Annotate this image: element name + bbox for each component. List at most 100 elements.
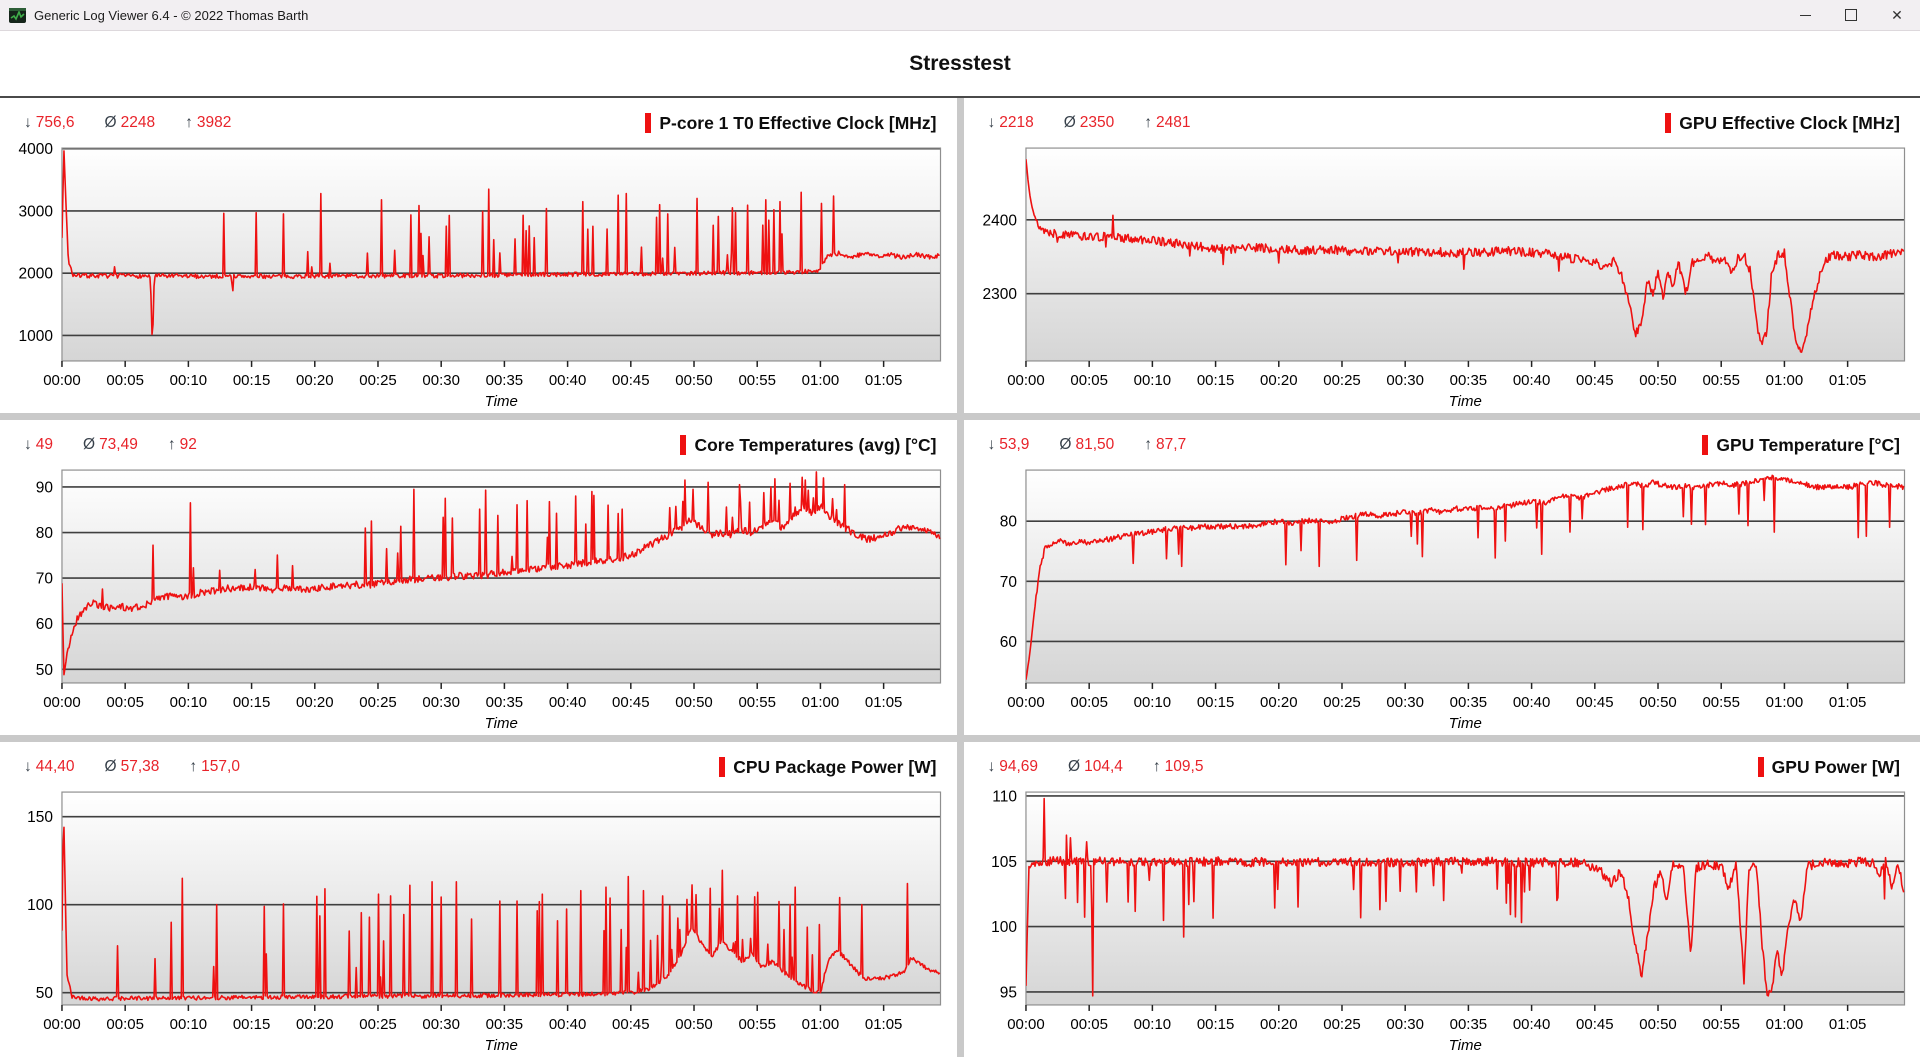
window-controls: ✕ — [1782, 0, 1920, 30]
svg-text:00:35: 00:35 — [1449, 694, 1487, 711]
min-arrow-icon: ↓ — [24, 114, 32, 131]
chart-title: GPU Temperature [°C] — [1702, 435, 1900, 456]
min-arrow-icon: ↓ — [987, 758, 996, 775]
svg-text:2000: 2000 — [19, 266, 53, 283]
panel-pcore-clock: ↓ 756,6 Ø 2248 ↑ 3982 P-core 1 T0 Effective… — [0, 98, 957, 413]
avg-icon: Ø — [1068, 758, 1081, 775]
series-color-marker — [645, 113, 652, 133]
svg-text:00:55: 00:55 — [1702, 1016, 1740, 1033]
svg-text:00:00: 00:00 — [43, 1016, 81, 1033]
panel-head: ↓ 44,40 Ø 57,38 ↑ 157,0 CPU Package Power [… — [0, 742, 957, 782]
svg-text:01:05: 01:05 — [1828, 1016, 1866, 1033]
svg-text:150: 150 — [27, 809, 53, 826]
series-color-marker — [680, 435, 687, 455]
svg-text:80: 80 — [999, 514, 1016, 531]
series-color-marker — [1757, 757, 1764, 777]
svg-text:00:40: 00:40 — [1512, 1016, 1550, 1033]
stat-max: ↑ 92 — [167, 436, 197, 453]
svg-text:01:05: 01:05 — [865, 372, 903, 389]
svg-text:95: 95 — [999, 984, 1016, 1001]
svg-text:00:55: 00:55 — [738, 1016, 776, 1033]
svg-text:00:45: 00:45 — [1576, 372, 1614, 389]
max-arrow-icon: ↑ — [185, 114, 193, 131]
panel-head: ↓ 49 Ø 73,49 ↑ 92 Core Temperatures (avg) [… — [0, 420, 957, 460]
stat-max: ↑ 2481 — [1144, 114, 1191, 131]
avg-icon: Ø — [104, 758, 117, 775]
svg-text:00:45: 00:45 — [612, 694, 650, 711]
svg-text:00:20: 00:20 — [296, 694, 334, 711]
svg-text:100: 100 — [991, 919, 1017, 936]
minimize-button[interactable] — [1782, 0, 1828, 30]
svg-text:100: 100 — [27, 897, 53, 914]
svg-text:01:00: 01:00 — [1765, 1016, 1803, 1033]
close-button[interactable]: ✕ — [1874, 0, 1920, 30]
stat-min: ↓ 49 — [24, 436, 53, 453]
chart-plot-area[interactable]: 95 100 105 110 00:00 00:05 00:10 00:15 00:20 00:2… — [964, 782, 1920, 1057]
max-arrow-icon: ↑ — [1152, 758, 1161, 775]
svg-text:00:10: 00:10 — [170, 694, 208, 711]
svg-text:00:30: 00:30 — [1386, 372, 1424, 389]
svg-text:00:00: 00:00 — [1007, 694, 1045, 711]
svg-text:00:00: 00:00 — [43, 372, 81, 389]
svg-text:90: 90 — [36, 479, 53, 496]
svg-text:01:00: 01:00 — [802, 694, 840, 711]
chart-plot-area[interactable]: 60 70 80 00:00 00:05 00:10 00:15 00:20 00:25 00:3… — [964, 460, 1920, 735]
svg-text:60: 60 — [999, 634, 1016, 651]
page-header: Stresstest — [0, 31, 1920, 96]
svg-text:01:05: 01:05 — [1828, 372, 1866, 389]
max-arrow-icon: ↑ — [189, 758, 198, 775]
svg-text:00:30: 00:30 — [1386, 694, 1424, 711]
chart-plot-area[interactable]: 50 100 150 00:00 00:05 00:10 00:15 00:20 00:25 00… — [0, 782, 957, 1057]
svg-text:50: 50 — [36, 985, 53, 1002]
svg-text:00:40: 00:40 — [1512, 694, 1550, 711]
svg-text:00:30: 00:30 — [422, 372, 460, 389]
svg-text:50: 50 — [36, 662, 53, 679]
app-icon — [9, 7, 26, 23]
svg-text:Time: Time — [1448, 1037, 1481, 1054]
svg-text:00:15: 00:15 — [233, 372, 270, 389]
svg-text:00:30: 00:30 — [1386, 1016, 1424, 1033]
svg-text:4000: 4000 — [19, 141, 53, 158]
svg-text:00:10: 00:10 — [1133, 1016, 1171, 1033]
close-icon: ✕ — [1891, 7, 1903, 23]
svg-text:00:20: 00:20 — [1260, 372, 1298, 389]
svg-text:00:05: 00:05 — [106, 694, 144, 711]
svg-text:00:20: 00:20 — [296, 372, 334, 389]
chart-title: GPU Power [W] — [1757, 757, 1900, 778]
svg-text:01:00: 01:00 — [1765, 372, 1803, 389]
panel-cpu-power: ↓ 44,40 Ø 57,38 ↑ 157,0 CPU Package Power [… — [0, 742, 957, 1057]
svg-text:2300: 2300 — [982, 286, 1016, 303]
chart-plot-area[interactable]: 1000 2000 3000 4000 00:00 00:05 00:10 00:15 00:2… — [0, 138, 957, 413]
svg-text:00:55: 00:55 — [1702, 694, 1740, 711]
chart-plot-area[interactable]: 50 60 70 80 90 00:00 00:05 00:10 00:15 00:20 00:25… — [0, 460, 957, 735]
svg-text:00:40: 00:40 — [1512, 372, 1550, 389]
svg-text:00:40: 00:40 — [549, 372, 587, 389]
svg-text:Time: Time — [485, 393, 518, 410]
svg-text:110: 110 — [992, 788, 1017, 805]
svg-text:105: 105 — [991, 854, 1017, 871]
svg-text:70: 70 — [36, 571, 53, 588]
avg-icon: Ø — [1063, 114, 1076, 131]
svg-text:00:20: 00:20 — [1260, 694, 1298, 711]
svg-text:00:05: 00:05 — [1070, 372, 1108, 389]
svg-text:01:00: 01:00 — [802, 1016, 840, 1033]
chart-title: GPU Effective Clock [MHz] — [1665, 113, 1900, 134]
avg-icon: Ø — [1059, 436, 1072, 453]
svg-text:80: 80 — [36, 525, 53, 542]
svg-text:70: 70 — [999, 574, 1016, 591]
panel-head: ↓ 756,6 Ø 2248 ↑ 3982 P-core 1 T0 Effective… — [0, 98, 957, 138]
series-color-marker — [719, 757, 726, 777]
svg-text:00:15: 00:15 — [1196, 1016, 1234, 1033]
svg-text:00:05: 00:05 — [1070, 694, 1108, 711]
svg-text:00:15: 00:15 — [233, 694, 270, 711]
svg-text:Time: Time — [1448, 393, 1481, 410]
svg-text:00:00: 00:00 — [43, 694, 81, 711]
svg-text:01:05: 01:05 — [865, 1016, 903, 1033]
svg-text:01:00: 01:00 — [1765, 694, 1803, 711]
page-title: Stresstest — [909, 51, 1011, 75]
stats-row: ↓ 44,40 Ø 57,38 ↑ 157,0 — [24, 758, 270, 776]
maximize-button[interactable] — [1828, 0, 1874, 30]
chart-plot-area[interactable]: 2300 2400 00:00 00:05 00:10 00:15 00:20 00:25 00… — [964, 138, 1920, 413]
svg-text:00:10: 00:10 — [170, 372, 208, 389]
stats-row: ↓ 2218 Ø 2350 ↑ 2481 — [988, 114, 1221, 132]
